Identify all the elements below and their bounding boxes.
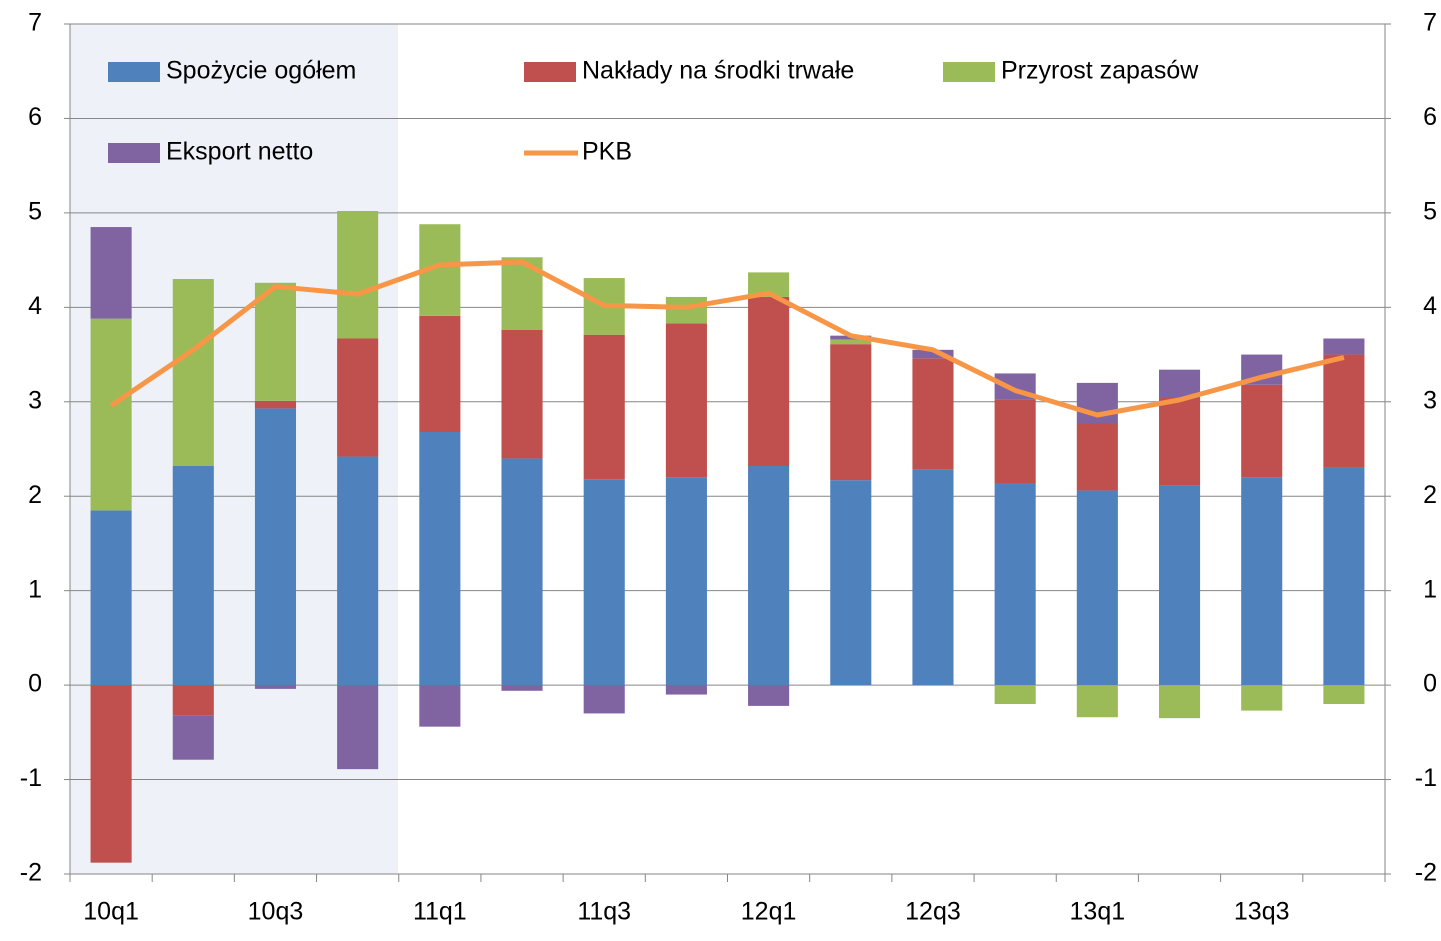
bar-segment xyxy=(1158,369,1201,398)
legend-label: Spożycie ogółem xyxy=(166,57,356,85)
y2-tick-label: 7 xyxy=(1423,9,1437,37)
bar-segment xyxy=(1241,384,1283,478)
bar-segment xyxy=(90,227,132,319)
bar-segment xyxy=(419,685,461,727)
y-tick-label: 1 xyxy=(28,575,42,603)
x-tick-label: 10q1 xyxy=(83,898,139,926)
y2-tick-label: 6 xyxy=(1423,103,1437,131)
bar-segment xyxy=(912,358,954,470)
bar-segment xyxy=(90,318,132,511)
legend-label: Przyrost zapasów xyxy=(1001,57,1199,85)
y-tick-label: 3 xyxy=(28,386,42,414)
bar-segment xyxy=(172,685,214,716)
y-tick-label: -2 xyxy=(20,859,42,887)
bar-segment xyxy=(419,315,461,432)
bar-segment xyxy=(337,456,379,686)
bar-segment xyxy=(583,334,625,480)
x-tick-label: 11q3 xyxy=(577,898,631,926)
legend-swatch xyxy=(108,62,160,82)
bar-segment xyxy=(172,466,214,686)
legend-label: PKB xyxy=(582,138,632,166)
y-tick-label: 2 xyxy=(28,481,42,509)
bar-segment xyxy=(337,211,379,339)
bar-segment xyxy=(748,466,790,686)
legend-label: Eksport netto xyxy=(166,138,313,166)
bar-segment xyxy=(1323,467,1365,686)
y-tick-label: 5 xyxy=(28,197,42,225)
bar-segment xyxy=(90,510,132,686)
y-tick-label: 6 xyxy=(28,103,42,131)
legend-label: Nakłady na środki trwałe xyxy=(582,57,854,85)
bar-segment xyxy=(254,685,297,689)
bar-segment xyxy=(583,685,625,714)
bar-segment xyxy=(254,400,297,409)
bar-segment xyxy=(994,685,1036,704)
x-tick-label: 13q3 xyxy=(1234,898,1290,926)
bar-segment xyxy=(665,323,707,478)
bar-segment xyxy=(994,399,1036,483)
bar-segment xyxy=(583,479,625,686)
bar-segment xyxy=(501,685,543,691)
bar-segment xyxy=(830,339,872,345)
bar-segment xyxy=(501,458,543,686)
legend-swatch xyxy=(524,62,576,82)
bar-segment xyxy=(665,477,707,686)
x-tick-label: 13q1 xyxy=(1070,898,1126,926)
bar-segment xyxy=(748,685,790,706)
y2-tick-label: 1 xyxy=(1423,575,1437,603)
x-tick-label: 11q1 xyxy=(413,898,467,926)
bar-segment xyxy=(748,296,790,466)
y2-tick-label: -1 xyxy=(1415,764,1437,792)
bar-segment xyxy=(1076,490,1118,686)
y-tick-label: -1 xyxy=(20,764,42,792)
bar-segment xyxy=(90,685,132,863)
x-tick-label: 10q3 xyxy=(248,898,304,926)
bar-segment xyxy=(501,330,543,459)
x-tick-label: 12q1 xyxy=(741,898,797,926)
y2-tick-label: 2 xyxy=(1423,481,1437,509)
bar-segment xyxy=(1323,338,1365,355)
y-tick-label: 7 xyxy=(28,9,42,37)
bar-segment xyxy=(337,338,379,457)
line-series xyxy=(109,259,1345,418)
bar-segment xyxy=(1158,485,1201,686)
bar-segment xyxy=(1158,685,1201,719)
bar-segment xyxy=(665,685,707,695)
bar-segment xyxy=(1323,354,1365,468)
y2-tick-label: 4 xyxy=(1423,292,1437,320)
bar-segment xyxy=(1323,685,1365,704)
y2-tick-label: 3 xyxy=(1423,386,1437,414)
bar-segment xyxy=(337,685,379,770)
bar-segment xyxy=(994,483,1036,686)
y2-tick-label: 5 xyxy=(1423,197,1437,225)
y2-tick-label: -2 xyxy=(1415,859,1437,887)
bar-segment xyxy=(1076,685,1118,718)
bar-segment xyxy=(1076,423,1118,491)
bar-segment xyxy=(254,282,297,401)
y-tick-label: 4 xyxy=(28,292,42,320)
bar-segment xyxy=(912,469,954,686)
y-tick-label: 0 xyxy=(28,670,42,698)
legend-swatch xyxy=(943,62,995,82)
bar-segment xyxy=(1158,398,1201,486)
x-tick-label: 12q3 xyxy=(905,898,961,926)
bar-segment xyxy=(665,296,707,324)
bar-segment xyxy=(172,715,214,760)
bar-segment xyxy=(254,408,297,686)
y2-tick-label: 0 xyxy=(1423,670,1437,698)
bar-segment xyxy=(830,344,872,481)
bar-segment xyxy=(419,432,461,686)
bar-segment xyxy=(912,349,954,359)
bar-segment xyxy=(1241,477,1283,686)
bar-segment xyxy=(172,279,214,466)
legend-swatch xyxy=(108,143,160,163)
bar-segment xyxy=(1241,685,1283,711)
bar-segment xyxy=(830,480,872,686)
